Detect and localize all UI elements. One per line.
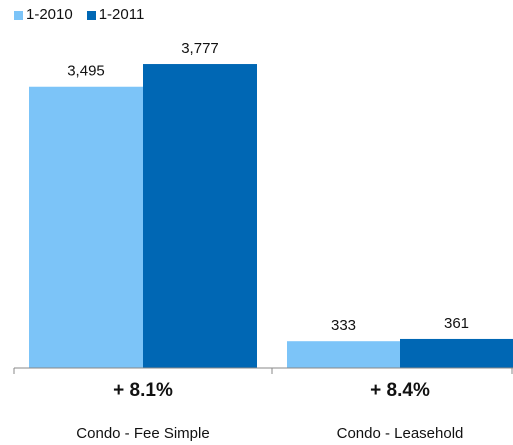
legend-item-1-2011[interactable]: 1-2011 [86,6,145,24]
legend-item-1-2010[interactable]: 1-2010 [14,6,73,24]
data-label-leasehold-1-2010: 333 [331,317,356,334]
data-label-leasehold-1-2011: 361 [444,315,469,332]
legend-swatch-1-2010 [14,10,23,20]
legend-label-1-2011: 1-2011 [98,6,145,23]
data-label-fee-simple-1-2010: 3,495 [67,63,105,80]
category-label-fee-simple: Condo - Fee Simple [76,425,209,442]
data-label-fee-simple-1-2011: 3,777 [181,40,219,57]
legend-swatch-1-2011 [86,10,96,20]
category-label-leasehold: Condo - Leasehold [337,425,464,442]
legend-label-1-2010: 1-2010 [26,6,73,23]
change-label-leasehold: + 8.4% [370,380,430,401]
legend: 1-2010 1-2011 [14,6,144,24]
bar-fee-simple-1-2011[interactable] [143,64,257,368]
bar-fee-simple-1-2010[interactable] [29,86,143,368]
bars-group: 3,495 3,777 333 361 [29,40,513,368]
change-label-fee-simple: + 8.1% [113,380,173,401]
bar-leasehold-1-2011[interactable] [400,338,513,368]
bar-leasehold-1-2010[interactable] [287,341,400,368]
